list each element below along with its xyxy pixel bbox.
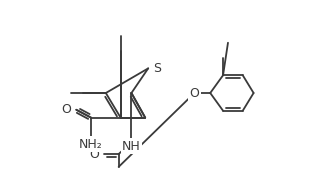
Text: O: O: [62, 103, 71, 116]
Text: NH₂: NH₂: [79, 138, 103, 151]
Text: NH: NH: [122, 140, 141, 153]
Text: O: O: [189, 86, 199, 100]
Text: S: S: [153, 62, 161, 75]
Text: O: O: [89, 147, 99, 161]
